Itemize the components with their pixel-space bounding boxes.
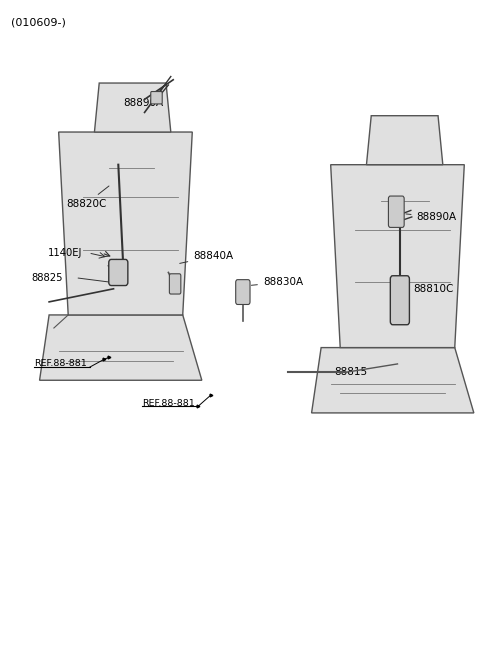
Text: (010609-): (010609-) xyxy=(11,18,66,28)
Polygon shape xyxy=(366,115,443,165)
Text: 1140EJ: 1140EJ xyxy=(48,248,83,258)
FancyBboxPatch shape xyxy=(388,196,404,228)
Text: 88840A: 88840A xyxy=(180,251,233,264)
Text: 88890A: 88890A xyxy=(406,212,456,222)
Text: 88890A: 88890A xyxy=(123,94,163,108)
Text: 88830A: 88830A xyxy=(252,277,303,287)
FancyBboxPatch shape xyxy=(109,259,128,285)
Polygon shape xyxy=(59,132,192,315)
Polygon shape xyxy=(95,83,171,132)
FancyBboxPatch shape xyxy=(236,279,250,304)
Text: REF.88-881: REF.88-881 xyxy=(142,399,195,407)
Text: 88825: 88825 xyxy=(32,273,63,283)
FancyBboxPatch shape xyxy=(390,276,409,325)
Text: REF.88-881: REF.88-881 xyxy=(34,359,86,369)
FancyBboxPatch shape xyxy=(151,92,162,104)
Text: 88820C: 88820C xyxy=(66,186,109,209)
Polygon shape xyxy=(331,165,464,348)
FancyBboxPatch shape xyxy=(169,274,181,294)
Text: 88815: 88815 xyxy=(335,367,368,377)
Polygon shape xyxy=(39,315,202,380)
Text: 88810C: 88810C xyxy=(407,284,453,294)
Polygon shape xyxy=(312,348,474,413)
